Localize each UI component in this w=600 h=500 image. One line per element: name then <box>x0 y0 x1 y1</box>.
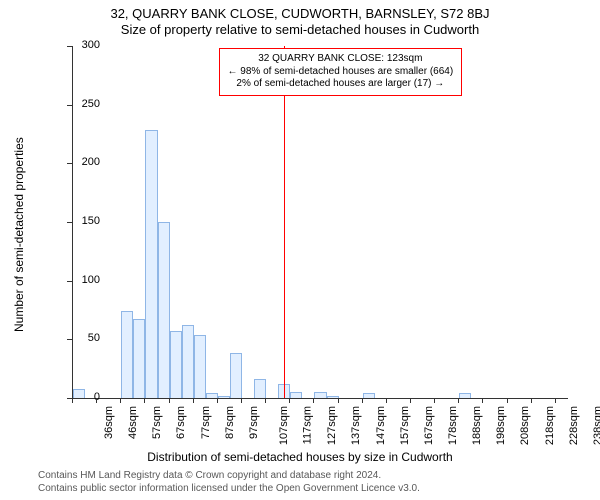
y-tick-label: 300 <box>60 39 100 51</box>
histogram-bar <box>314 392 326 398</box>
reference-line <box>284 46 285 398</box>
x-tick-mark <box>169 398 170 403</box>
x-tick-label: 57sqm <box>151 406 163 439</box>
x-tick-mark <box>482 398 483 403</box>
footer-line-2: Contains public sector information licen… <box>38 483 420 494</box>
x-tick-mark <box>193 398 194 403</box>
histogram-bar <box>133 319 145 398</box>
y-tick-label: 50 <box>60 332 100 344</box>
histogram-bar <box>290 392 302 398</box>
y-tick-mark <box>67 222 72 223</box>
x-tick-label: 228sqm <box>568 406 580 445</box>
x-tick-mark <box>434 398 435 403</box>
y-tick-mark <box>67 46 72 47</box>
x-tick-label: 137sqm <box>351 406 363 445</box>
x-tick-label: 157sqm <box>399 406 411 445</box>
x-tick-mark <box>241 398 242 403</box>
x-tick-mark <box>362 398 363 403</box>
x-tick-mark <box>217 398 218 403</box>
x-tick-label: 97sqm <box>248 406 260 439</box>
x-tick-mark <box>120 398 121 403</box>
annotation-line: 2% of semi-detached houses are larger (1… <box>228 78 454 91</box>
x-tick-label: 67sqm <box>175 406 187 439</box>
x-tick-label: 218sqm <box>544 406 556 445</box>
y-tick-mark <box>67 105 72 106</box>
y-axis-label-text: Number of semi-detached properties <box>12 137 26 332</box>
x-tick-label: 36sqm <box>103 406 115 439</box>
x-tick-label: 77sqm <box>200 406 212 439</box>
x-tick-label: 208sqm <box>520 406 532 445</box>
x-tick-label: 238sqm <box>592 406 600 445</box>
annotation-box: 32 QUARRY BANK CLOSE: 123sqm← 98% of sem… <box>219 48 463 96</box>
title-subtitle: Size of property relative to semi-detach… <box>0 22 600 37</box>
histogram-bar <box>121 311 133 398</box>
chart-container: 32, QUARRY BANK CLOSE, CUDWORTH, BARNSLE… <box>0 0 600 500</box>
x-tick-label: 167sqm <box>423 406 435 445</box>
y-axis-label: Number of semi-detached properties <box>10 137 28 332</box>
annotation-line: ← 98% of semi-detached houses are smalle… <box>228 66 454 79</box>
histogram-bar <box>194 335 206 398</box>
x-tick-mark <box>458 398 459 403</box>
annotation-line: 32 QUARRY BANK CLOSE: 123sqm <box>228 53 454 66</box>
x-tick-label: 127sqm <box>326 406 338 445</box>
x-tick-label: 107sqm <box>278 406 290 445</box>
x-tick-mark <box>144 398 145 403</box>
histogram-bar <box>182 325 194 398</box>
x-tick-mark <box>265 398 266 403</box>
x-tick-mark <box>72 398 73 403</box>
histogram-bar <box>145 130 157 398</box>
footer-text-1: Contains HM Land Registry data © Crown c… <box>38 470 381 481</box>
x-tick-label: 198sqm <box>495 406 507 445</box>
x-tick-mark <box>410 398 411 403</box>
x-tick-mark <box>386 398 387 403</box>
x-tick-label: 117sqm <box>301 406 313 444</box>
y-tick-label: 0 <box>60 391 100 403</box>
x-tick-label: 87sqm <box>224 406 236 439</box>
x-tick-label: 178sqm <box>447 406 459 445</box>
histogram-bar <box>218 396 230 398</box>
y-tick-mark <box>67 281 72 282</box>
histogram-bar <box>459 393 471 398</box>
histogram-bar <box>254 379 266 398</box>
footer-text-2: Contains public sector information licen… <box>38 483 420 494</box>
x-axis-label: Distribution of semi-detached houses by … <box>0 448 600 466</box>
y-tick-mark <box>67 163 72 164</box>
title-address-text: 32, QUARRY BANK CLOSE, CUDWORTH, BARNSLE… <box>110 6 489 21</box>
histogram-bar <box>170 331 182 398</box>
y-tick-mark <box>67 339 72 340</box>
y-tick-label: 250 <box>60 98 100 110</box>
histogram-bar <box>230 353 242 398</box>
y-tick-label: 150 <box>60 215 100 227</box>
chart-plot-area: 32 QUARRY BANK CLOSE: 123sqm← 98% of sem… <box>72 46 568 399</box>
x-tick-label: 188sqm <box>471 406 483 445</box>
footer-line-1: Contains HM Land Registry data © Crown c… <box>38 470 381 481</box>
x-tick-mark <box>531 398 532 403</box>
y-tick-label: 200 <box>60 156 100 168</box>
x-tick-mark <box>507 398 508 403</box>
x-tick-mark <box>289 398 290 403</box>
x-tick-label: 46sqm <box>127 406 139 439</box>
title-address: 32, QUARRY BANK CLOSE, CUDWORTH, BARNSLE… <box>0 6 600 21</box>
histogram-bar <box>158 222 170 398</box>
x-tick-mark <box>555 398 556 403</box>
x-tick-label: 147sqm <box>375 406 387 445</box>
title-subtitle-text: Size of property relative to semi-detach… <box>121 22 479 37</box>
x-axis-label-text: Distribution of semi-detached houses by … <box>147 450 452 464</box>
histogram-bar <box>363 393 375 398</box>
x-tick-mark <box>96 398 97 403</box>
x-tick-mark <box>313 398 314 403</box>
x-tick-mark <box>338 398 339 403</box>
y-tick-label: 100 <box>60 274 100 286</box>
